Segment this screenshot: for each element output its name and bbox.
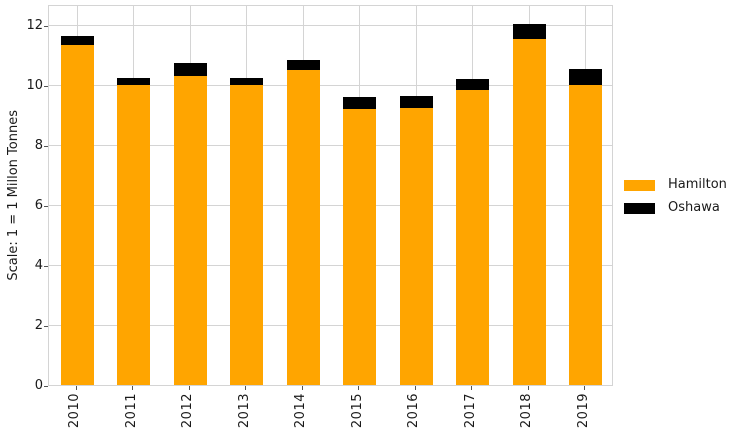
- plot-area: [48, 5, 613, 386]
- bar-oshawa-2018: [512, 23, 546, 39]
- x-tick-label: 2014: [293, 393, 309, 429]
- x-tick-label: 2019: [575, 393, 591, 429]
- bar-hamilton-2019: [569, 85, 603, 385]
- y-tick-mark: [44, 325, 48, 327]
- gridline-horizontal: [49, 24, 612, 26]
- x-tick-mark: [527, 386, 529, 390]
- legend-label: Hamilton: [668, 177, 727, 192]
- x-tick-mark: [471, 386, 473, 390]
- y-tick-label: 10: [26, 78, 43, 93]
- x-tick-label: 2010: [67, 393, 83, 429]
- bar-hamilton-2013: [230, 85, 264, 385]
- x-tick-label: 2015: [349, 393, 365, 429]
- bar-hamilton-2017: [456, 89, 490, 385]
- x-tick-label: 2016: [406, 393, 422, 429]
- y-tick-mark: [44, 385, 48, 387]
- gridline-horizontal: [49, 324, 612, 326]
- x-tick-mark: [75, 386, 77, 390]
- x-tick-mark: [188, 386, 190, 390]
- bar-hamilton-2012: [173, 76, 207, 385]
- bar-hamilton-2018: [512, 38, 546, 385]
- legend-item-hamilton: Hamilton: [624, 177, 727, 193]
- bar-oshawa-2011: [117, 77, 151, 85]
- gridline-horizontal: [49, 384, 612, 386]
- bar-hamilton-2011: [117, 85, 151, 385]
- gridline-horizontal: [49, 264, 612, 266]
- y-tick-mark: [44, 145, 48, 147]
- bar-hamilton-2016: [399, 107, 433, 385]
- y-tick-mark: [44, 205, 48, 207]
- bar-oshawa-2017: [456, 79, 490, 90]
- bar-hamilton-2010: [60, 44, 94, 385]
- x-tick-mark: [358, 386, 360, 390]
- y-tick-label: 0: [34, 378, 43, 393]
- legend-swatch-oshawa: [624, 202, 655, 214]
- legend: Hamilton Oshawa: [624, 177, 727, 216]
- bar-oshawa-2013: [230, 77, 264, 85]
- bar-oshawa-2015: [343, 97, 377, 109]
- x-tick-label: 2018: [519, 393, 535, 429]
- y-tick-label: 2: [34, 318, 43, 333]
- gridline-horizontal: [49, 144, 612, 146]
- bar-oshawa-2014: [286, 59, 320, 70]
- x-tick-mark: [245, 386, 247, 390]
- bar-oshawa-2012: [173, 62, 207, 76]
- bar-oshawa-2019: [569, 68, 603, 85]
- bar-hamilton-2015: [343, 109, 377, 385]
- bar-oshawa-2016: [399, 95, 433, 108]
- x-tick-label: 2013: [236, 393, 252, 429]
- gridline-horizontal: [49, 204, 612, 206]
- x-tick-mark: [584, 386, 586, 390]
- bar-hamilton-2014: [286, 70, 320, 385]
- x-tick-mark: [301, 386, 303, 390]
- x-tick-label: 2012: [180, 393, 196, 429]
- x-tick-mark: [414, 386, 416, 390]
- legend-label: Oshawa: [668, 200, 720, 215]
- gridline-horizontal: [49, 84, 612, 86]
- y-tick-mark: [44, 25, 48, 27]
- y-tick-label: 12: [26, 18, 43, 33]
- y-tick-label: 4: [34, 258, 43, 273]
- legend-swatch-hamilton: [624, 179, 655, 191]
- x-tick-label: 2011: [123, 393, 139, 429]
- y-axis-label: Scale: 1 = 1 Millon Tonnes: [5, 110, 21, 281]
- y-tick-label: 8: [34, 138, 43, 153]
- bar-oshawa-2010: [60, 35, 94, 45]
- legend-item-oshawa: Oshawa: [624, 200, 727, 216]
- y-tick-mark: [44, 265, 48, 267]
- x-tick-mark: [132, 386, 134, 390]
- y-tick-mark: [44, 85, 48, 87]
- x-tick-label: 2017: [462, 393, 478, 429]
- y-tick-label: 6: [34, 198, 43, 213]
